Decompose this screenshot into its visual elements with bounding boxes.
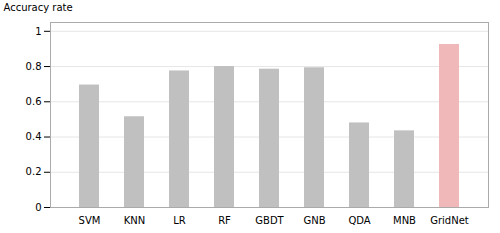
- svg-text:0: 0: [35, 202, 41, 213]
- svg-text:MNB: MNB: [393, 215, 416, 226]
- svg-text:GBDT: GBDT: [255, 215, 284, 226]
- svg-text:RF: RF: [218, 215, 231, 226]
- svg-text:SVM: SVM: [79, 215, 101, 226]
- svg-text:0.6: 0.6: [26, 96, 42, 107]
- svg-text:LR: LR: [173, 215, 186, 226]
- svg-text:0.8: 0.8: [26, 61, 42, 72]
- svg-text:1: 1: [35, 26, 41, 37]
- svg-text:0.4: 0.4: [26, 131, 42, 142]
- svg-text:0.2: 0.2: [26, 166, 42, 177]
- svg-text:Accuracy rate: Accuracy rate: [4, 2, 73, 13]
- svg-text:KNN: KNN: [124, 215, 146, 226]
- svg-text:QDA: QDA: [348, 215, 370, 226]
- svg-text:GNB: GNB: [303, 215, 325, 226]
- svg-text:GridNet: GridNet: [430, 215, 469, 226]
